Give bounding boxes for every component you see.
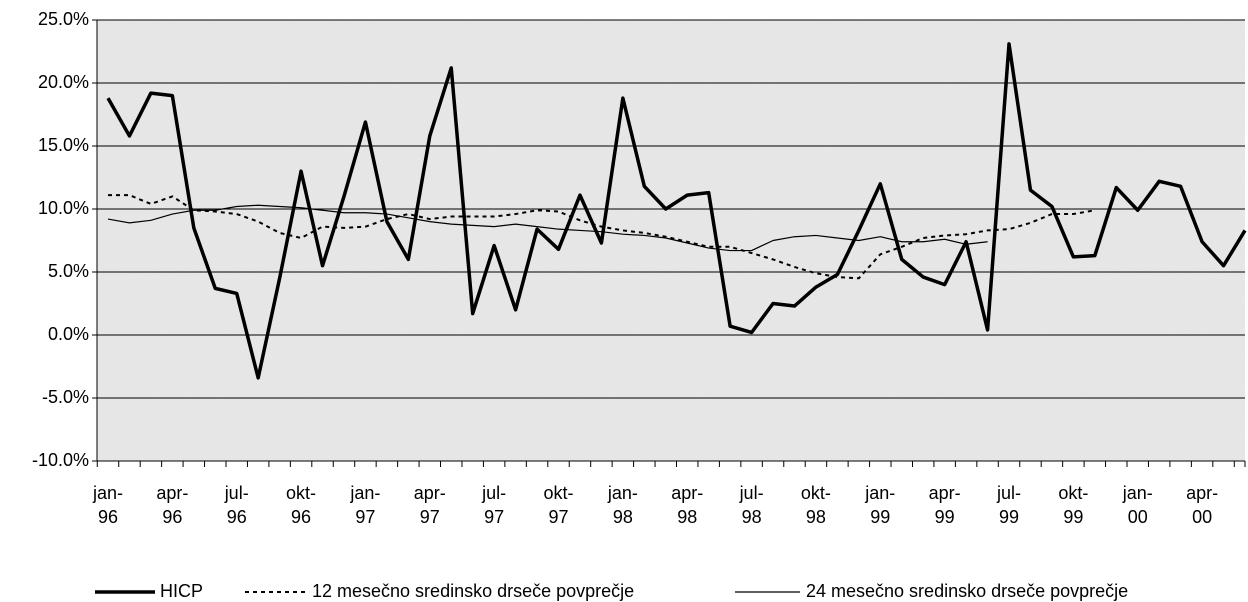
y-tick-label: -10.0% xyxy=(32,450,89,470)
x-tick-label: jan-96 xyxy=(92,483,123,527)
x-tick-label: jan-00 xyxy=(1122,483,1153,527)
x-tick-label: apr-96 xyxy=(156,483,189,527)
series-line xyxy=(108,194,1096,280)
legend-label: 24 mesečno sredinsko drseče povprečje xyxy=(806,581,1128,601)
series-line xyxy=(107,204,988,252)
x-tick-label: jan-99 xyxy=(865,483,896,527)
y-tick-label: 15.0% xyxy=(38,135,89,155)
x-tick-label: jan-98 xyxy=(607,483,638,527)
y-tick-label: 10.0% xyxy=(38,198,89,218)
y-tick-label: 25.0% xyxy=(38,9,89,29)
x-tick-label: jan-97 xyxy=(350,483,381,527)
x-tick-label: jul-97 xyxy=(482,483,507,527)
legend-label: HICP xyxy=(160,581,203,601)
x-tick-label: okt-96 xyxy=(286,483,317,527)
x-tick-label: jul-98 xyxy=(739,483,764,527)
x-tick-label: okt-99 xyxy=(1058,483,1089,527)
x-tick-label: jul-99 xyxy=(997,483,1022,527)
y-tick-label: 20.0% xyxy=(38,72,89,92)
y-tick-label: 0.0% xyxy=(48,324,89,344)
y-tick-label: 5.0% xyxy=(48,261,89,281)
x-tick-label: apr-00 xyxy=(1186,483,1219,527)
x-tick-label: apr-97 xyxy=(413,483,446,527)
series-line xyxy=(106,42,1247,380)
x-tick-label: jul-96 xyxy=(224,483,249,527)
legend-label: 12 mesečno sredinsko drseče povprečje xyxy=(312,581,634,601)
x-tick-label: okt-97 xyxy=(543,483,574,527)
x-tick-label: apr-98 xyxy=(671,483,704,527)
x-tick-label: okt-98 xyxy=(800,483,831,527)
x-tick-label: apr-99 xyxy=(928,483,961,527)
plot-texture xyxy=(97,20,1245,461)
y-tick-label: -5.0% xyxy=(42,387,89,407)
